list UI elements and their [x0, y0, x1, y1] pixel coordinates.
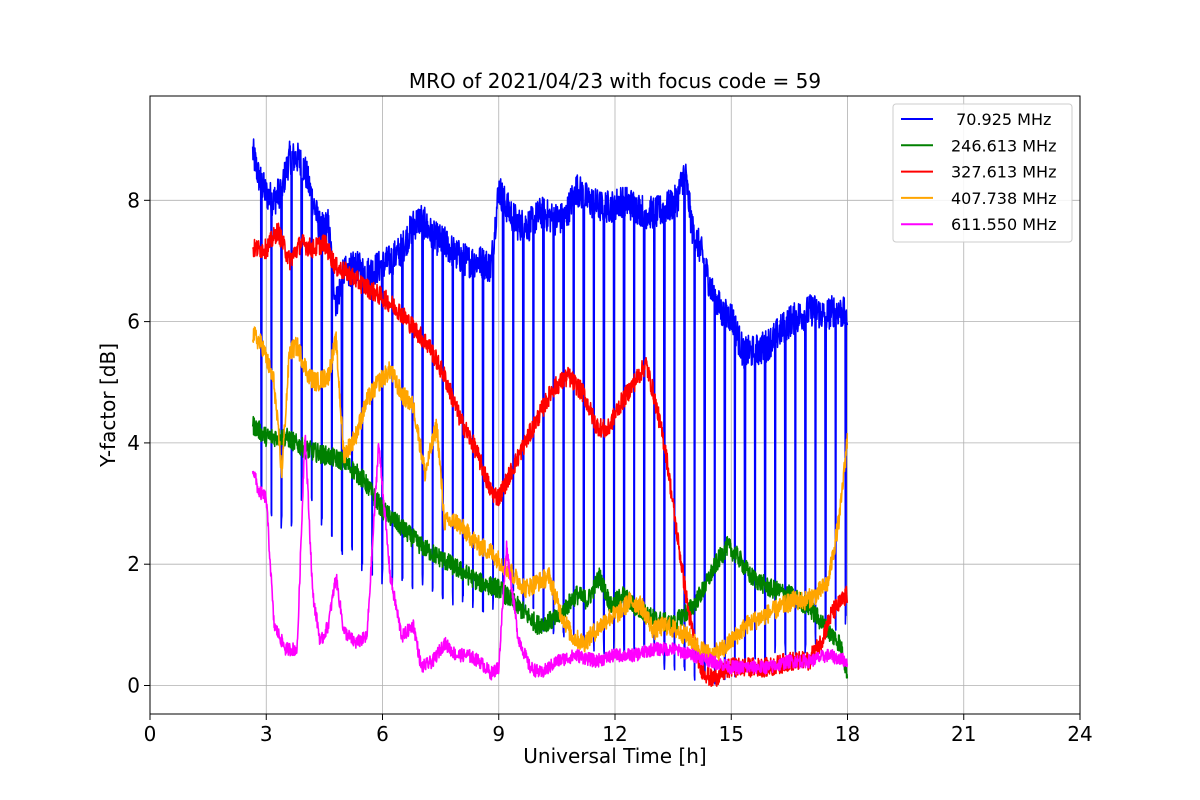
x-tick-label: 15 — [719, 722, 744, 746]
y-tick-label: 0 — [127, 673, 140, 697]
series-line-3 — [251, 222, 849, 688]
legend-label: 246.613 MHz — [951, 136, 1056, 155]
x-tick-label: 9 — [492, 722, 505, 746]
y-tick-label: 4 — [127, 431, 140, 455]
y-axis-label: Y-factor [dB] — [96, 343, 120, 468]
chart-title: MRO of 2021/04/23 with focus code = 59 — [409, 69, 821, 93]
y-tick-label: 6 — [127, 310, 140, 334]
x-tick-label: 12 — [602, 722, 627, 746]
x-axis-label: Universal Time [h] — [523, 744, 706, 768]
y-tick-label: 8 — [127, 188, 140, 212]
y-tick-label: 2 — [127, 552, 140, 576]
legend-label: 611.550 MHz — [951, 215, 1056, 234]
series-line-2 — [251, 415, 849, 679]
series-line-1 — [251, 138, 849, 685]
x-tick-label: 18 — [835, 722, 860, 746]
legend-label: 70.925 MHz — [951, 110, 1051, 129]
series-line-5 — [251, 434, 849, 681]
x-tick-label: 3 — [260, 722, 273, 746]
legend-box — [892, 103, 1073, 243]
legend: 70.925 MHz 246.613 MHz 327.613 MHz 407.738 … — [892, 103, 1073, 243]
series-layer — [251, 138, 849, 688]
legend-label: 407.738 MHz — [951, 189, 1056, 208]
x-tick-label: 6 — [376, 722, 389, 746]
x-tick-label: 0 — [144, 722, 157, 746]
series-line-4 — [251, 326, 849, 665]
legend-label: 327.613 MHz — [951, 163, 1056, 182]
x-tick-label: 24 — [1067, 722, 1092, 746]
x-tick-label: 21 — [951, 722, 976, 746]
